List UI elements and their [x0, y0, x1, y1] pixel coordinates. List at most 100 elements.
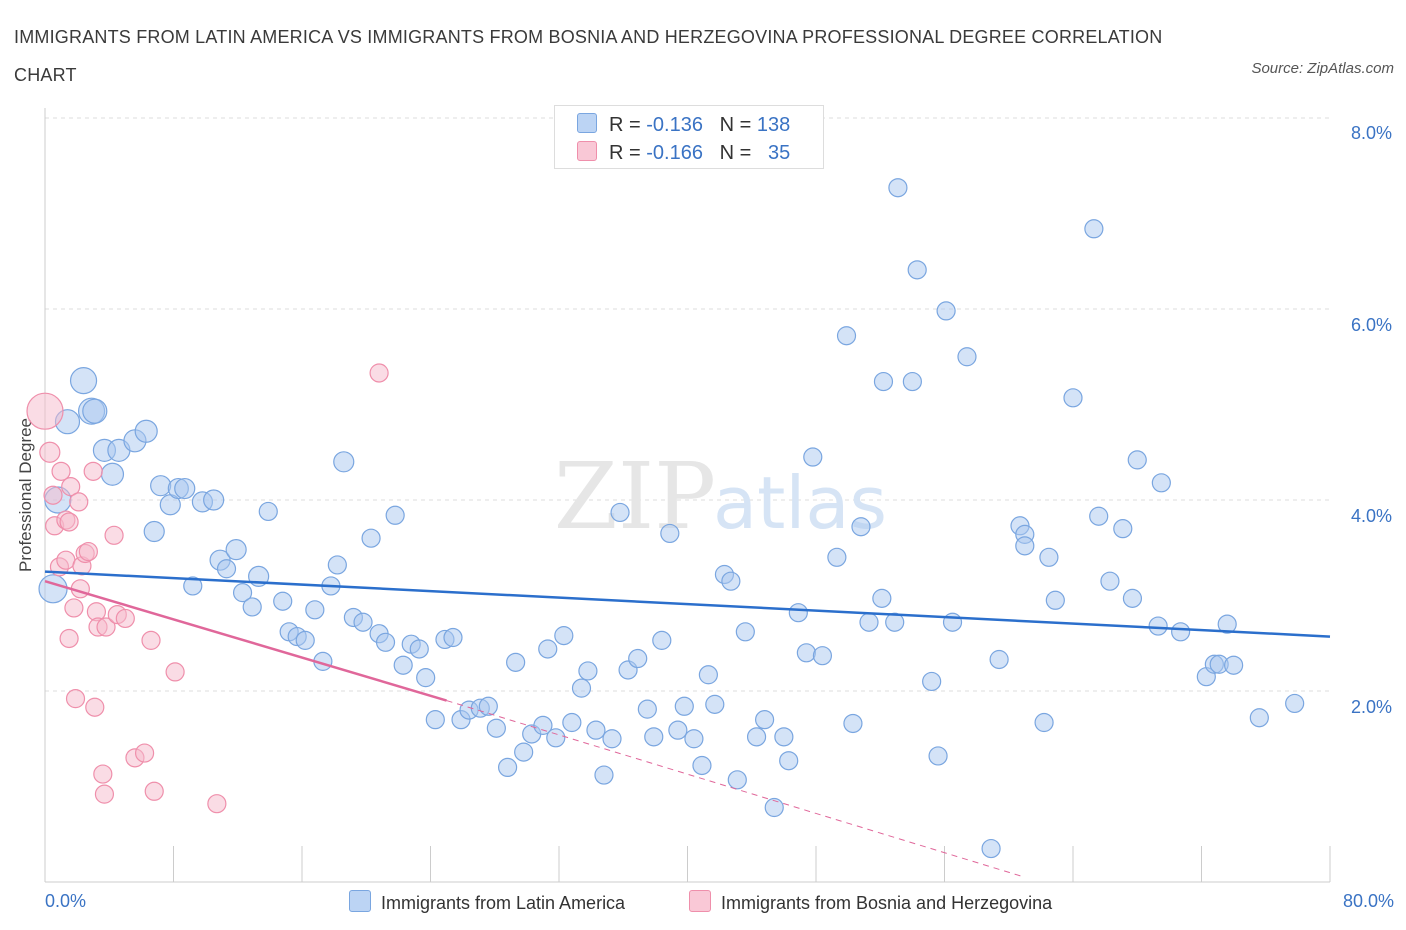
point-latin-america: [571, 678, 592, 698]
n-value: 138: [756, 114, 791, 136]
stats-row-latin-america: R = -0.136 N = 138: [577, 113, 790, 137]
point-latin-america: [1045, 590, 1065, 610]
trend-line-latin-america: [44, 570, 1331, 638]
point-latin-america: [69, 367, 98, 395]
point-latin-america: [554, 626, 574, 646]
legend-swatch-blue: [577, 113, 597, 133]
point-latin-america: [225, 539, 247, 561]
point-latin-america: [183, 576, 203, 596]
point-latin-america: [746, 727, 767, 747]
point-latin-america: [100, 462, 125, 486]
point-latin-america: [486, 718, 506, 738]
point-bosnia: [83, 461, 103, 481]
point-latin-america: [1151, 473, 1171, 493]
point-latin-america: [989, 649, 1009, 670]
point-latin-america: [409, 639, 429, 659]
y-tick-label-2: 2.0%: [1350, 697, 1392, 717]
point-bosnia: [26, 392, 64, 430]
point-bosnia: [369, 363, 389, 383]
legend-swatch-blue: [349, 890, 371, 912]
stats-legend: R = -0.136 N = 138 R = -0.166 N = 35: [554, 105, 824, 169]
point-bosnia: [64, 598, 84, 618]
point-latin-america: [628, 648, 648, 669]
point-latin-america: [705, 694, 725, 714]
point-latin-america: [735, 622, 755, 642]
point-latin-america: [305, 600, 325, 620]
legend-label: Immigrants from Latin America: [381, 893, 626, 913]
point-bosnia: [43, 485, 63, 505]
point-latin-america: [1034, 712, 1054, 733]
point-latin-america: [644, 727, 664, 747]
point-latin-america: [660, 523, 680, 544]
point-latin-america: [1100, 571, 1120, 591]
point-latin-america: [836, 326, 857, 346]
point-latin-america: [779, 751, 799, 771]
trend-line-bosnia: [44, 579, 447, 702]
point-bosnia: [69, 492, 89, 512]
point-latin-america: [258, 501, 278, 522]
point-latin-america: [295, 630, 315, 650]
point-latin-america: [375, 632, 396, 652]
point-latin-america: [754, 710, 775, 730]
series-bosnia: [26, 363, 389, 814]
point-latin-america: [143, 520, 165, 543]
point-latin-america: [922, 671, 942, 692]
x-tick-label-max: 80.0%: [1342, 891, 1394, 911]
n-label: N =: [719, 114, 752, 136]
point-latin-america: [443, 627, 463, 648]
point-bosnia: [165, 662, 185, 682]
point-latin-america: [361, 528, 381, 548]
point-latin-america: [1063, 388, 1083, 408]
point-bosnia: [78, 541, 98, 562]
point-latin-america: [812, 646, 833, 666]
chart-title: IMMIGRANTS FROM LATIN AMERICA VS IMMIGRA…: [14, 27, 1163, 85]
point-latin-america: [594, 765, 614, 785]
point-bosnia: [115, 608, 135, 629]
point-latin-america: [1113, 519, 1133, 539]
point-latin-america: [1039, 547, 1059, 567]
point-bosnia: [59, 512, 79, 532]
r-value: -0.166: [646, 142, 703, 164]
legend-swatch-pink: [689, 890, 711, 912]
point-latin-america: [698, 665, 718, 685]
point-latin-america: [416, 668, 436, 688]
point-latin-america: [851, 517, 871, 537]
point-latin-america: [674, 696, 694, 716]
y-tick-label-4: 4.0%: [1350, 506, 1392, 526]
point-bosnia: [51, 461, 71, 481]
point-bosnia: [94, 784, 115, 804]
point-latin-america: [872, 588, 892, 608]
point-latin-america: [885, 612, 905, 632]
point-latin-america: [385, 505, 405, 525]
point-latin-america: [393, 655, 413, 675]
point-latin-america: [1249, 708, 1269, 728]
point-latin-america: [652, 630, 672, 650]
point-latin-america: [203, 489, 225, 511]
point-bosnia: [65, 689, 86, 709]
point-latin-america: [242, 597, 262, 617]
point-latin-america: [936, 301, 956, 321]
point-latin-america: [327, 555, 347, 575]
point-latin-america: [498, 757, 518, 778]
point-latin-america: [586, 720, 606, 740]
point-latin-america: [721, 571, 741, 591]
point-latin-america: [1015, 536, 1035, 556]
point-latin-america: [928, 746, 948, 766]
point-latin-america: [1285, 693, 1305, 714]
point-bosnia: [96, 617, 116, 637]
point-latin-america: [727, 770, 747, 790]
point-bosnia: [85, 697, 105, 717]
point-latin-america: [957, 347, 977, 367]
point-latin-america: [174, 477, 196, 500]
trend-line-bosnia-extension: [446, 700, 1025, 878]
point-latin-america: [1084, 219, 1104, 239]
point-latin-america: [981, 838, 1001, 859]
legend-item-latin-america: Immigrants from Latin America: [349, 890, 625, 914]
point-latin-america: [774, 727, 794, 747]
point-latin-america: [796, 643, 816, 663]
point-latin-america: [873, 371, 894, 392]
y-tick-label-6: 6.0%: [1350, 315, 1392, 335]
point-bosnia: [141, 630, 161, 650]
n-value: 35: [768, 142, 791, 164]
